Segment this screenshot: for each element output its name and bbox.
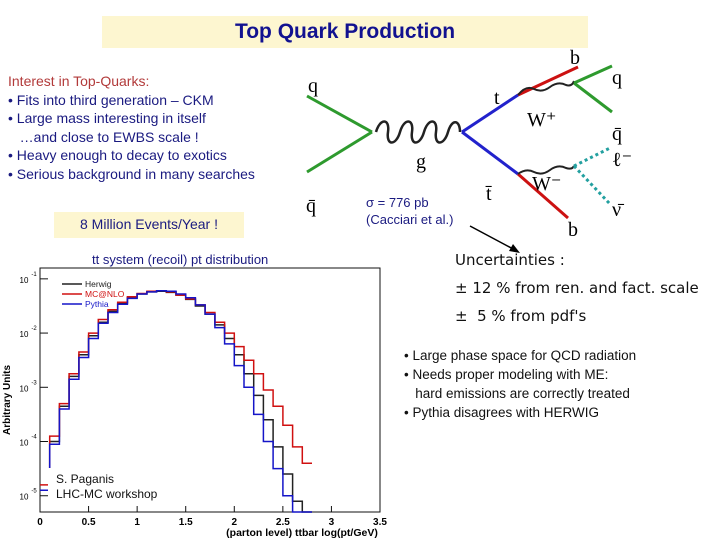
y-tick-label: 10 bbox=[20, 493, 29, 502]
label-w-minus: W⁻ bbox=[532, 173, 561, 195]
quark-line-in-bottom bbox=[306, 130, 373, 174]
credit-workshop: LHC-MC workshop bbox=[56, 487, 158, 501]
label-top: t bbox=[494, 87, 500, 109]
cross-section-ref: (Cacciari et al.) bbox=[366, 212, 454, 227]
y-tick-label: 10 bbox=[20, 384, 29, 393]
x-tick-label: 1 bbox=[134, 517, 140, 528]
y-tick-label: 10 bbox=[20, 439, 29, 448]
y-tick-exponent: -1 bbox=[31, 272, 37, 278]
label-q-in: q bbox=[308, 75, 318, 97]
slide-title: Top Quark Production bbox=[234, 20, 456, 43]
label-neutrino: ν̄ bbox=[612, 199, 625, 221]
x-tick-label: 3 bbox=[329, 517, 335, 528]
finding-item: • Large phase space for QCD radiation bbox=[404, 348, 637, 363]
finding-item: hard emissions are correctly treated bbox=[404, 386, 630, 401]
w-plus-quark bbox=[573, 64, 613, 85]
interest-text: Interest in Top-Quarks: • Fits into thir… bbox=[8, 72, 255, 183]
uncertainties: Uncertainties : ± 12 % from ren. and fac… bbox=[455, 246, 699, 330]
w-plus-antiquark bbox=[573, 81, 613, 114]
annotation-arrowhead bbox=[509, 244, 520, 253]
interest-heading: Interest in Top-Quarks: bbox=[8, 73, 150, 89]
events-text: 8 Million Events/Year ! bbox=[80, 216, 218, 232]
finding-item: • Needs proper modeling with ME: bbox=[404, 367, 609, 382]
title-banner: Top Quark Production bbox=[102, 16, 588, 48]
label-q-out: q bbox=[612, 67, 622, 89]
interest-bullet: • Heavy enough to decay to exotics bbox=[8, 147, 227, 163]
y-tick-exponent: -4 bbox=[31, 435, 37, 441]
y-tick-exponent: -5 bbox=[31, 489, 37, 495]
x-tick-label: 2 bbox=[232, 517, 238, 528]
uncertainty-pdf: ± 5 % from pdf's bbox=[455, 307, 587, 325]
w-plus-line bbox=[517, 80, 575, 96]
events-box: 8 Million Events/Year ! bbox=[54, 212, 244, 238]
credit: S. Paganis LHC-MC workshop bbox=[56, 472, 157, 502]
neutrino-line bbox=[572, 164, 612, 206]
x-tick-label: 0 bbox=[37, 517, 43, 528]
interest-bullet: • Serious background in many searches bbox=[8, 165, 255, 182]
plot-title: tt system (recoil) pt distribution bbox=[92, 252, 269, 267]
credit-author: S. Paganis bbox=[56, 472, 115, 486]
y-tick-exponent: -2 bbox=[31, 326, 37, 332]
annotation-arrow bbox=[469, 225, 516, 251]
legend-label: Pythia bbox=[85, 299, 109, 309]
finding-item: • Pythia disagrees with HERWIG bbox=[404, 405, 600, 420]
label-qbar-out: q̄ bbox=[612, 123, 622, 145]
quark-line-in-top bbox=[306, 94, 373, 134]
uncertainty-scale: ± 12 % from ren. and fact. scale bbox=[455, 279, 699, 297]
legend-label: Herwig bbox=[85, 279, 112, 289]
top-line bbox=[461, 93, 519, 134]
label-b-top: b bbox=[570, 47, 580, 69]
y-tick-label: 10 bbox=[20, 276, 29, 285]
plot-xlabel: (parton level) ttbar log(pt/GeV) bbox=[226, 527, 378, 539]
interest-bullet: • Fits into third generation – CKM bbox=[8, 91, 214, 108]
credit-box bbox=[48, 468, 168, 506]
b-line-bottom bbox=[517, 172, 569, 220]
label-antitop: t̄ bbox=[485, 183, 493, 205]
uncertainties-heading: Uncertainties : bbox=[455, 251, 565, 269]
y-tick-exponent: -3 bbox=[31, 380, 37, 386]
label-b-bottom: b bbox=[568, 219, 578, 241]
x-tick-label: 1.5 bbox=[179, 517, 193, 528]
x-tick-label: 3.5 bbox=[373, 517, 387, 528]
legend-label: MC@NLO bbox=[85, 289, 125, 299]
interest-bullet: • Large mass interesting in itself bbox=[8, 110, 206, 126]
antitop-line bbox=[461, 130, 519, 176]
plot-ylabel: Arbitrary Units bbox=[2, 365, 13, 435]
label-qbar-in: q̄ bbox=[306, 195, 316, 217]
x-tick-label: 0.5 bbox=[82, 517, 96, 528]
label-w-plus: W⁺ bbox=[527, 109, 556, 131]
gluon-line bbox=[374, 120, 462, 144]
label-lepton: ℓ⁻ bbox=[612, 149, 632, 171]
interest-bullet: …and close to EWBS scale ! bbox=[8, 128, 199, 145]
cross-section-value: σ = 776 pb bbox=[366, 195, 429, 210]
series-pythia bbox=[40, 290, 312, 513]
x-tick-label: 2.5 bbox=[276, 517, 290, 528]
b-line-top bbox=[517, 65, 579, 97]
findings-list: • Large phase space for QCD radiation • … bbox=[404, 346, 636, 422]
cross-section: σ = 776 pb (Cacciari et al.) bbox=[366, 194, 453, 228]
w-minus-line bbox=[517, 165, 575, 175]
y-tick-label: 10 bbox=[20, 330, 29, 339]
lepton-line bbox=[573, 146, 611, 168]
label-gluon: g bbox=[416, 151, 426, 173]
